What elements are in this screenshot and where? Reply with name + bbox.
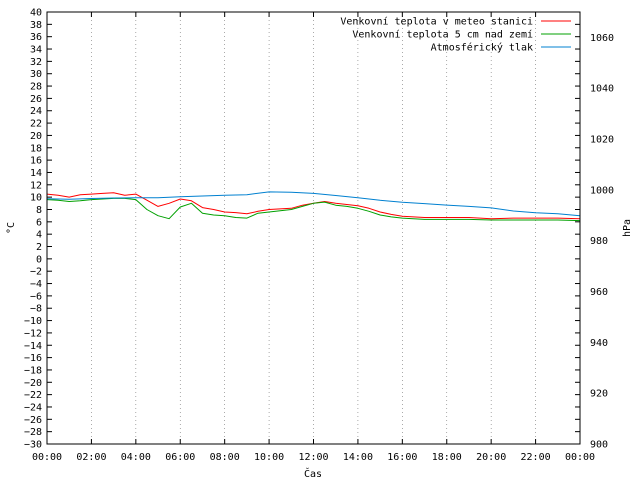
y2-tick-label: 960 (590, 287, 608, 298)
y-tick-label: −22 (24, 390, 42, 401)
y-axis-label: °C (6, 222, 17, 234)
y-tick-label: −28 (24, 427, 42, 438)
x-tick-label: 08:00 (210, 452, 240, 463)
y-tick-label: 24 (30, 106, 42, 117)
y-tick-label: 34 (30, 45, 42, 56)
y-tick-label: −24 (24, 402, 42, 413)
x-tick-label: 06:00 (165, 452, 195, 463)
y-tick-label: 10 (30, 193, 42, 204)
y-tick-label: 22 (30, 119, 42, 130)
y-tick-label: −16 (24, 353, 42, 364)
y-tick-label: 36 (30, 32, 42, 43)
y-tick-label: 32 (30, 57, 42, 68)
y-tick-label: −20 (24, 378, 42, 389)
y-tick-label: −30 (24, 440, 42, 451)
y-tick-label: 30 (30, 69, 42, 80)
y-tick-labels: 4038363432302826242220181614121086420−2−… (24, 8, 42, 451)
y-tick-label: 28 (30, 82, 42, 93)
legend: Venkovní teplota v meteo staniciVenkovní… (340, 16, 571, 54)
y-tick-label: 14 (30, 168, 42, 179)
y-tick-label: 2 (36, 242, 42, 253)
y-tick-label: 4 (36, 230, 42, 241)
x-tick-label: 00:00 (32, 452, 62, 463)
x-tick-label: 20:00 (476, 452, 506, 463)
tick-marks (46, 11, 581, 445)
y-tick-label: −26 (24, 415, 42, 426)
y-tick-label: −4 (30, 279, 42, 290)
series-line (46, 192, 581, 220)
y-tick-label: 38 (30, 20, 42, 31)
y2-tick-label: 1000 (590, 185, 614, 196)
y-tick-label: −12 (24, 328, 42, 339)
y-tick-label: 26 (30, 94, 42, 105)
x-tick-label: 22:00 (521, 452, 551, 463)
y2-tick-label: 900 (590, 440, 608, 451)
y-tick-label: 12 (30, 180, 42, 191)
y-tick-label: −14 (24, 341, 42, 352)
legend-label: Venkovní teplota v meteo stanici (340, 16, 533, 28)
y2-tick-label: 920 (590, 389, 608, 400)
y-tick-label: −6 (30, 291, 42, 302)
y-tick-label: −18 (24, 365, 42, 376)
series-line (46, 191, 581, 217)
series-lines (46, 191, 581, 222)
x-tick-label: 16:00 (387, 452, 417, 463)
x-tick-label: 00:00 (565, 452, 595, 463)
y-tick-label: 16 (30, 156, 42, 167)
x-tick-label: 04:00 (121, 452, 151, 463)
y-tick-label: 20 (30, 131, 42, 142)
x-tick-label: 14:00 (343, 452, 373, 463)
y-tick-label: 6 (36, 217, 42, 228)
grid-lines (91, 12, 536, 444)
y2-tick-label: 1060 (590, 33, 614, 44)
y2-axis-label: hPa (622, 219, 633, 237)
x-tick-label: 02:00 (76, 452, 106, 463)
x-tick-labels: 00:00 02:00 04:00 06:00 08:00 10:00 12:00 14:00… (32, 452, 595, 463)
legend-label: Atmosférický tlak (431, 42, 533, 54)
y-tick-label: −10 (24, 316, 42, 327)
legend-label: Venkovní teplota 5 cm nad zemí (352, 29, 533, 41)
y-tick-label: 0 (36, 254, 42, 265)
y2-tick-label: 940 (590, 338, 608, 349)
y2-tick-labels: 1060 1040 1020 1000 980 960 940 920 900 (590, 33, 614, 451)
y2-tick-label: 1020 (590, 135, 614, 146)
x-tick-label: 18:00 (432, 452, 462, 463)
y-tick-label: 40 (30, 8, 42, 19)
y2-tick-label: 1040 (590, 84, 614, 95)
x-axis-label: Čas (304, 467, 322, 480)
x-tick-label: 10:00 (254, 452, 284, 463)
y-tick-label: −8 (30, 304, 42, 315)
y-tick-label: −2 (30, 267, 42, 278)
y-tick-label: 8 (36, 205, 42, 216)
y2-tick-label: 980 (590, 236, 608, 247)
x-tick-label: 12:00 (298, 452, 328, 463)
y-tick-label: 18 (30, 143, 42, 154)
